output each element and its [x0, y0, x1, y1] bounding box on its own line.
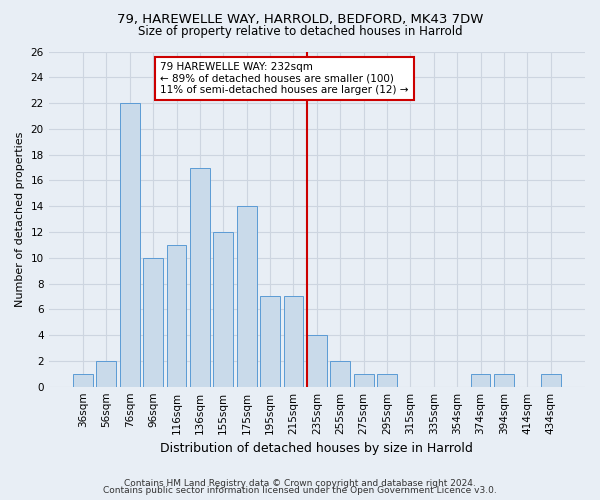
Bar [73, 374, 93, 386]
Bar [353, 374, 374, 386]
Text: 79 HAREWELLE WAY: 232sqm
← 89% of detached houses are smaller (100)
11% of semi-: 79 HAREWELLE WAY: 232sqm ← 89% of detach… [160, 62, 409, 95]
Bar [143, 258, 163, 386]
Bar [284, 296, 304, 386]
X-axis label: Distribution of detached houses by size in Harrold: Distribution of detached houses by size … [160, 442, 473, 455]
Bar [260, 296, 280, 386]
Bar [214, 232, 233, 386]
Bar [330, 361, 350, 386]
Text: 79, HAREWELLE WAY, HARROLD, BEDFORD, MK43 7DW: 79, HAREWELLE WAY, HARROLD, BEDFORD, MK4… [117, 12, 483, 26]
Bar [307, 335, 327, 386]
Y-axis label: Number of detached properties: Number of detached properties [15, 132, 25, 307]
Bar [377, 374, 397, 386]
Text: Contains public sector information licensed under the Open Government Licence v3: Contains public sector information licen… [103, 486, 497, 495]
Bar [494, 374, 514, 386]
Bar [541, 374, 560, 386]
Bar [470, 374, 490, 386]
Bar [97, 361, 116, 386]
Text: Size of property relative to detached houses in Harrold: Size of property relative to detached ho… [137, 25, 463, 38]
Bar [167, 245, 187, 386]
Text: Contains HM Land Registry data © Crown copyright and database right 2024.: Contains HM Land Registry data © Crown c… [124, 478, 476, 488]
Bar [120, 103, 140, 387]
Bar [237, 206, 257, 386]
Bar [190, 168, 210, 386]
